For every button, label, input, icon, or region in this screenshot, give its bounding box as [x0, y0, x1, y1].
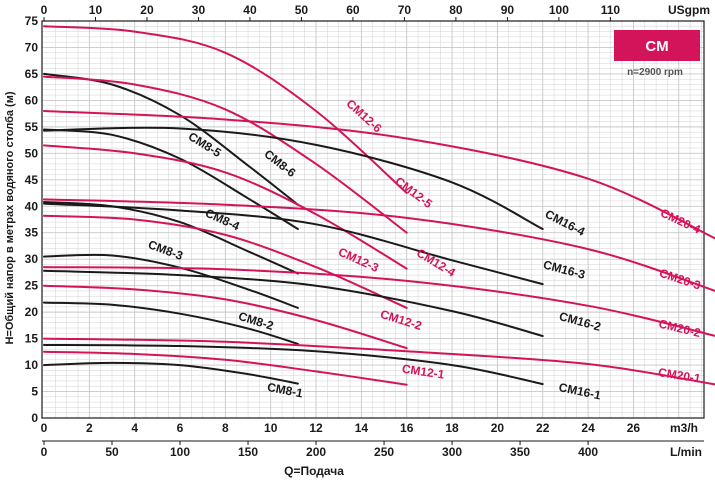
x-tick-m3h: 0: [41, 421, 48, 435]
label-cm12-1: CM12-1: [401, 362, 446, 382]
curve-cm16-1: [43, 344, 544, 386]
x-tick-m3h: 2: [86, 421, 93, 435]
y-tick-label: 50: [25, 146, 39, 160]
x-tick-lmin: 300: [442, 445, 462, 459]
y-tick-label: 35: [25, 226, 39, 240]
label-cm20-2: CM20-2: [657, 317, 702, 341]
y-tick-label: 5: [31, 385, 38, 399]
x-tick-usgpm: 60: [346, 3, 360, 17]
y-tick-label: 20: [25, 305, 39, 319]
label-cm16-2: CM16-2: [558, 309, 603, 334]
label-cm8-2: CM8-2: [237, 309, 276, 333]
x-tick-usgpm: 100: [549, 3, 569, 17]
performance-curves: [43, 25, 715, 386]
x-tick-m3h: 24: [581, 421, 595, 435]
y-tick-label: 65: [25, 67, 39, 81]
y-tick-label: 25: [25, 279, 39, 293]
x-tick-usgpm: 10: [89, 3, 103, 17]
label-cm12-4: CM12-4: [414, 246, 458, 280]
x-tick-usgpm: 80: [449, 3, 463, 17]
y-tick-label: 0: [31, 411, 38, 425]
curve-cm20-2: [43, 266, 715, 337]
x-tick-usgpm: 70: [398, 3, 412, 17]
y-tick-label: 15: [25, 332, 39, 346]
x-tick-lmin: 400: [578, 445, 598, 459]
curve-cm16-3: [43, 202, 544, 286]
label-cm12-2: CM12-2: [379, 307, 424, 333]
x-tick-usgpm: 30: [192, 3, 206, 17]
curve-cm8-5: [43, 128, 299, 230]
x-tick-m3h: 26: [627, 421, 641, 435]
x-axis-title: Q=Подача: [284, 464, 344, 478]
x-tick-usgpm: 110: [601, 3, 621, 17]
model-badge: CM n=2900 rpm: [614, 30, 700, 78]
x-tick-m3h: 18: [445, 421, 459, 435]
x-tick-m3h: 6: [177, 421, 184, 435]
curve-cm8-2: [43, 301, 299, 345]
x-tick-usgpm: 20: [140, 3, 154, 17]
x-tick-lmin: 50: [105, 445, 119, 459]
x-tick-lmin: 350: [510, 445, 530, 459]
x-tick-m3h: 10: [264, 421, 278, 435]
lmin-unit: L/min: [670, 445, 702, 459]
curve-cm16-2: [43, 269, 544, 337]
label-cm8-1: CM8-1: [266, 380, 304, 401]
curve-cm8-1: [43, 361, 299, 385]
curve-cm20-3: [43, 198, 715, 292]
curve-cm12-3: [43, 214, 408, 309]
speed-note: n=2900 rpm: [627, 67, 683, 78]
curve-cm12-5: [43, 75, 408, 234]
m3h-unit: m3/h: [670, 421, 698, 435]
x-tick-m3h: 14: [355, 421, 369, 435]
x-tick-m3h: 12: [309, 421, 323, 435]
curve-cm12-4: [43, 144, 408, 270]
x-tick-lmin: 100: [170, 445, 190, 459]
curve-cm8-4: [43, 201, 299, 275]
curve-cm20-1: [43, 337, 715, 386]
x-tick-lmin: 200: [306, 445, 326, 459]
x-tick-usgpm: 0: [41, 3, 48, 17]
y-axis-title: H=Общий напор в метрах водяного столба (…: [4, 91, 16, 344]
curve-cm8-3: [43, 253, 299, 309]
x-tick-usgpm: 50: [295, 3, 309, 17]
label-cm8-6: CM8-6: [261, 147, 298, 180]
x-tick-m3h: 20: [491, 421, 505, 435]
plot-frame: [41, 20, 705, 419]
label-cm20-4: CM20-4: [658, 206, 703, 237]
label-cm8-4: CM8-4: [203, 206, 242, 234]
y-tick-label: 60: [25, 93, 39, 107]
usgpm-unit: USgpm: [668, 3, 710, 17]
y-tick-label: 75: [25, 14, 39, 28]
y-tick-label: 30: [25, 252, 39, 266]
y-tick-label: 70: [25, 40, 39, 54]
curve-cm12-6: [43, 25, 408, 194]
x-tick-m3h: 22: [536, 421, 550, 435]
x-tick-lmin: 0: [41, 445, 48, 459]
x-tick-m3h: 16: [400, 421, 414, 435]
curve-cm12-2: [43, 284, 408, 350]
curve-cm20-4: [43, 110, 715, 240]
label-cm16-1: CM16-1: [558, 380, 603, 403]
x-tick-usgpm: 40: [243, 3, 257, 17]
curve-cm16-4: [43, 126, 544, 230]
y-tick-label: 55: [25, 120, 39, 134]
y-tick-label: 10: [25, 358, 39, 372]
x-tick-lmin: 150: [238, 445, 258, 459]
badge-label: CM: [645, 38, 668, 55]
x-tick-m3h: 8: [222, 421, 229, 435]
x-tick-lmin: 250: [374, 445, 394, 459]
curve-cm12-1: [43, 350, 408, 386]
y-tick-label: 40: [25, 199, 39, 213]
badge-box: [614, 30, 700, 61]
x-tick-m3h: 4: [131, 421, 138, 435]
y-tick-label: 45: [25, 173, 39, 187]
label-cm20-1: CM20-1: [657, 365, 702, 386]
label-cm16-3: CM16-3: [542, 257, 587, 281]
x-tick-usgpm: 90: [501, 3, 515, 17]
